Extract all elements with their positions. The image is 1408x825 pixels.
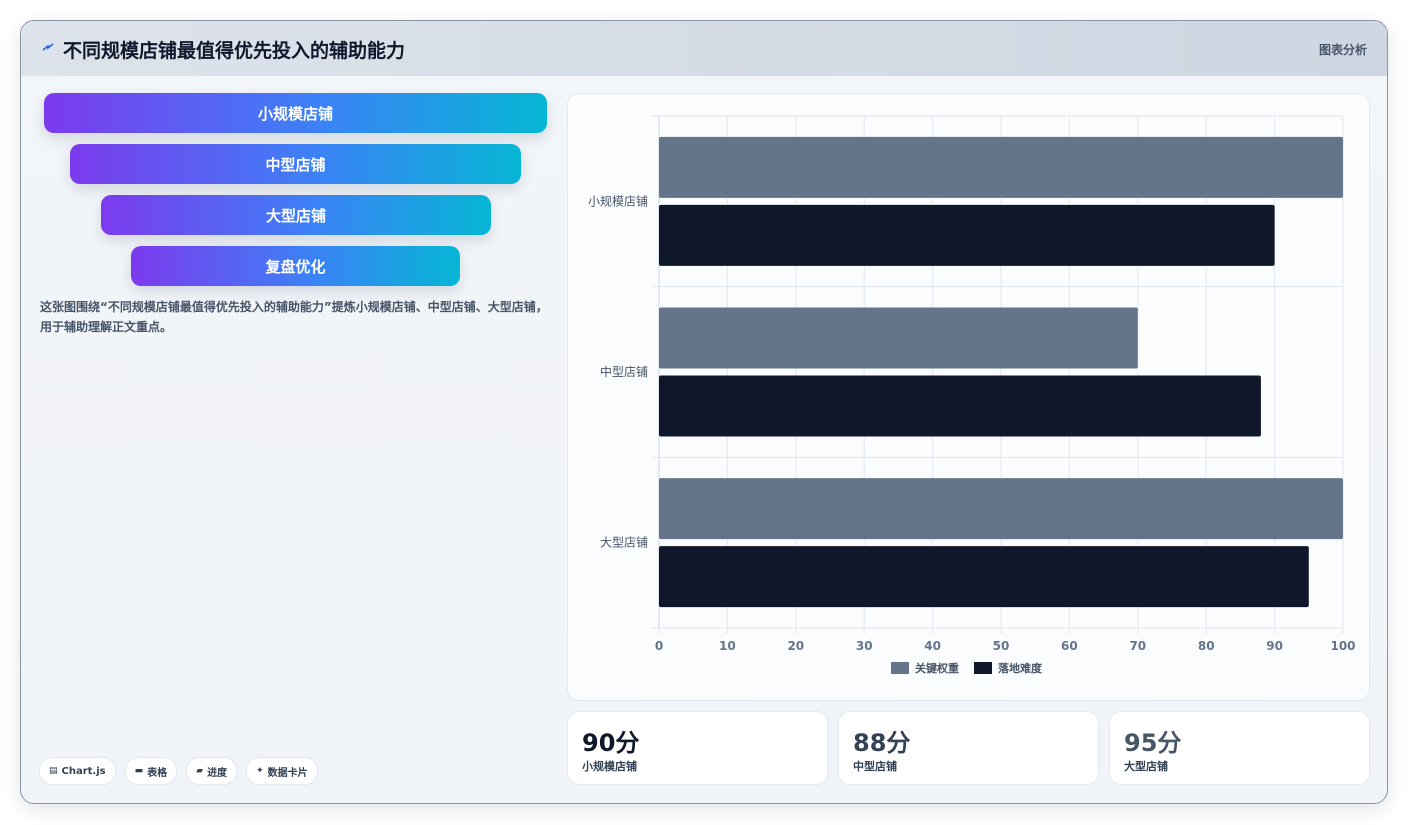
bar-key-weight xyxy=(659,307,1138,369)
kpi-card-small-store: 90分 小规模店铺 xyxy=(567,711,828,785)
kpi-value: 95分 xyxy=(1124,729,1182,757)
pill-label: Chart.js xyxy=(61,765,106,777)
bar-key-weight xyxy=(659,136,1343,198)
kpi-card-large-store: 95分 大型店铺 xyxy=(1109,711,1370,785)
dashboard-card: 不同规模店铺最值得优先投入的辅助能力 图表分析 小规模店铺 中型店铺 大型店铺 … xyxy=(20,20,1388,804)
pill-label: 数据卡片 xyxy=(267,767,308,779)
page-title: 不同规模店铺最值得优先投入的辅助能力 xyxy=(63,40,406,62)
y-category-label: 大型店铺 xyxy=(600,536,648,550)
funnel-step-medium-store[interactable]: 中型店铺 xyxy=(70,144,521,184)
chart-analysis-tag: 图表分析 xyxy=(1318,43,1367,57)
kpi-card-medium-store: 88分 中型店铺 xyxy=(838,711,1099,785)
x-tick-label: 60 xyxy=(1061,639,1078,653)
chart-panel: 0 10 20 30 40 50 60 70 80 90 100 小规模店铺中型店铺大型店铺关键权重 落… xyxy=(567,93,1370,701)
x-tick-label: 30 xyxy=(856,639,873,653)
kpi-label: 中型店铺 xyxy=(853,760,897,773)
y-category-label: 中型店铺 xyxy=(600,364,648,379)
x-tick-label: 0 xyxy=(655,639,663,653)
table-icon: ▬ xyxy=(134,766,144,776)
progress-icon: ▰ xyxy=(196,766,204,776)
pill-chartjs[interactable]: ▤ Chart.js xyxy=(39,757,116,785)
x-tick-label: 70 xyxy=(1129,639,1146,653)
legend-label: 关键权重 xyxy=(915,661,959,675)
bar-difficulty xyxy=(659,546,1309,608)
funnel-step-label: 大型店铺 xyxy=(265,206,326,225)
x-tick-label: 20 xyxy=(787,639,804,653)
funnel-step-review[interactable]: 复盘优化 xyxy=(131,246,460,286)
legend-swatch xyxy=(891,662,909,674)
lightning-icon xyxy=(42,43,54,51)
y-category-label: 小规模店铺 xyxy=(588,193,648,208)
feature-pills: ▤ Chart.js ▬ 表格 ▰ 进度 ✦ 数据卡片 xyxy=(39,757,318,785)
funnel-step-label: 复盘优化 xyxy=(265,257,326,276)
sparkle-icon: ✦ xyxy=(256,766,264,776)
pill-label: 进度 xyxy=(207,767,228,779)
pill-label: 表格 xyxy=(147,767,168,779)
kpi-label: 大型店铺 xyxy=(1124,760,1168,773)
kpi-value: 90分 xyxy=(582,729,640,757)
x-tick-label: 80 xyxy=(1198,639,1215,653)
pill-progress[interactable]: ▰ 进度 xyxy=(186,757,238,785)
funnel-step-label: 中型店铺 xyxy=(265,155,326,174)
x-tick-label: 50 xyxy=(993,639,1010,653)
pill-data-card[interactable]: ✦ 数据卡片 xyxy=(246,757,318,785)
x-tick-label: 40 xyxy=(924,639,941,653)
bar-difficulty xyxy=(659,204,1275,266)
bar-key-weight xyxy=(659,478,1343,540)
bar-difficulty xyxy=(659,375,1261,437)
legend-swatch xyxy=(974,662,992,674)
legend-label: 落地难度 xyxy=(998,661,1043,675)
kpi-label: 小规模店铺 xyxy=(582,760,637,773)
funnel-step-small-store[interactable]: 小规模店铺 xyxy=(44,93,547,133)
chart-description: 这张图围绕“不同规模店铺最值得优先投入的辅助能力”提炼小规模店铺、中型店铺、大型… xyxy=(40,300,548,334)
header-bar: 不同规模店铺最值得优先投入的辅助能力 图表分析 xyxy=(21,21,1387,76)
funnel-step-label: 小规模店铺 xyxy=(257,104,333,123)
x-tick-label: 10 xyxy=(719,639,736,653)
pill-table[interactable]: ▬ 表格 xyxy=(124,757,178,785)
x-tick-label: 90 xyxy=(1266,639,1283,653)
chart-icon: ▤ xyxy=(49,766,58,776)
x-tick-label: 100 xyxy=(1330,639,1355,653)
kpi-value: 88分 xyxy=(853,729,911,757)
funnel-step-large-store[interactable]: 大型店铺 xyxy=(101,195,491,235)
